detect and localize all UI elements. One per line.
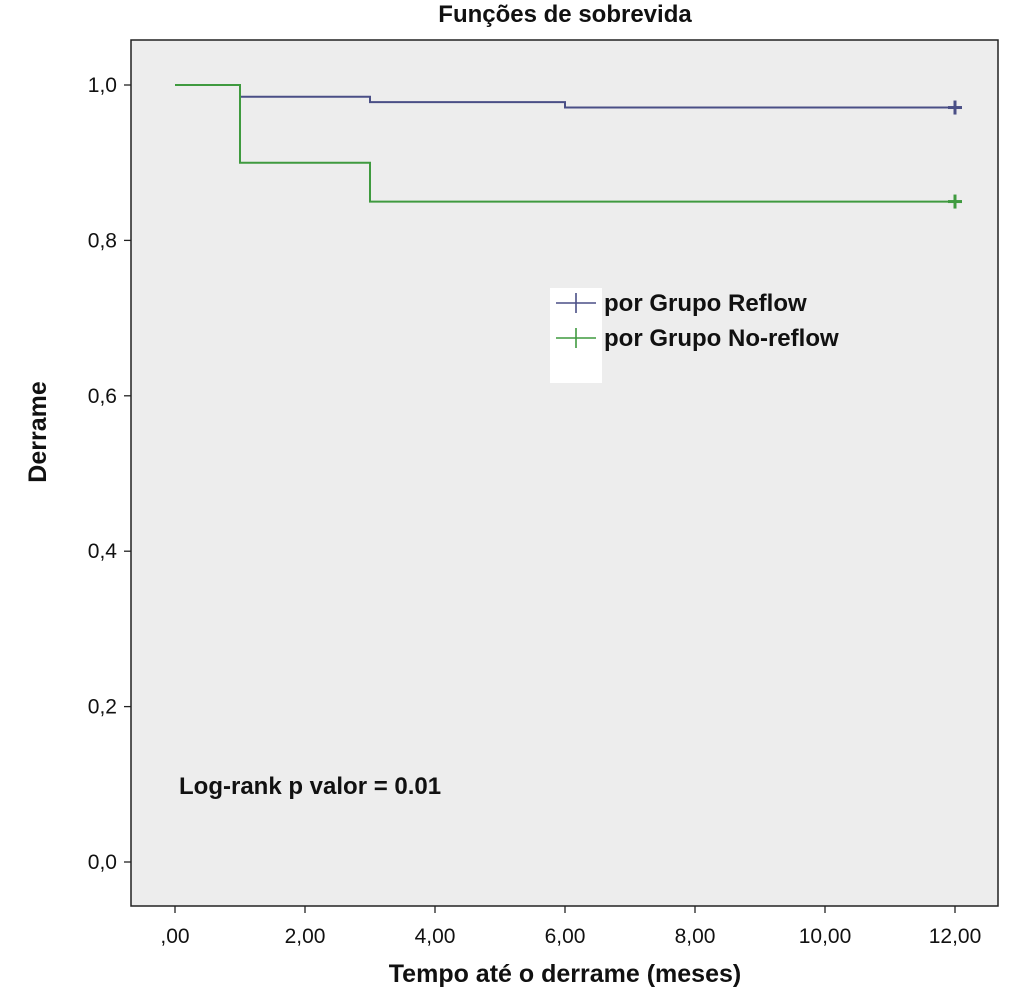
y-tick-label: 0,2 bbox=[88, 696, 117, 719]
plot-area bbox=[130, 39, 999, 907]
series-layer bbox=[175, 84, 962, 209]
y-tick-label: 0,0 bbox=[88, 851, 117, 874]
x-axis: ,00 2,00 4,00 6,00 8,00 10,00 12,00 bbox=[160, 906, 981, 948]
x-axis-title: Tempo até o derrame (meses) bbox=[389, 960, 741, 988]
legend-label: por Grupo Reflow bbox=[604, 290, 807, 317]
y-axis-title: Derrame bbox=[24, 381, 52, 483]
legend: por Grupo Reflow por Grupo No-reflow bbox=[550, 288, 839, 383]
x-tick-label: 4,00 bbox=[415, 925, 456, 948]
y-axis: 0,0 0,2 0,4 0,6 0,8 1,0 bbox=[88, 74, 131, 874]
y-tick-label: 0,4 bbox=[88, 540, 118, 563]
x-tick-label: 2,00 bbox=[285, 925, 326, 948]
legend-label: por Grupo No-reflow bbox=[604, 325, 839, 352]
y-tick-label: 0,8 bbox=[88, 229, 117, 252]
log-rank-annotation: Log-rank p valor = 0.01 bbox=[179, 773, 441, 800]
x-tick-label: ,00 bbox=[160, 925, 189, 948]
x-tick-label: 10,00 bbox=[799, 925, 852, 948]
x-tick-label: 12,00 bbox=[929, 925, 982, 948]
y-tick-label: 1,0 bbox=[88, 74, 117, 97]
survival-curve-no-reflow bbox=[175, 84, 955, 203]
x-tick-label: 8,00 bbox=[675, 925, 716, 948]
x-tick-label: 6,00 bbox=[545, 925, 586, 948]
y-tick-label: 0,6 bbox=[88, 385, 117, 408]
chart-title: Funções de sobrevida bbox=[438, 1, 692, 28]
